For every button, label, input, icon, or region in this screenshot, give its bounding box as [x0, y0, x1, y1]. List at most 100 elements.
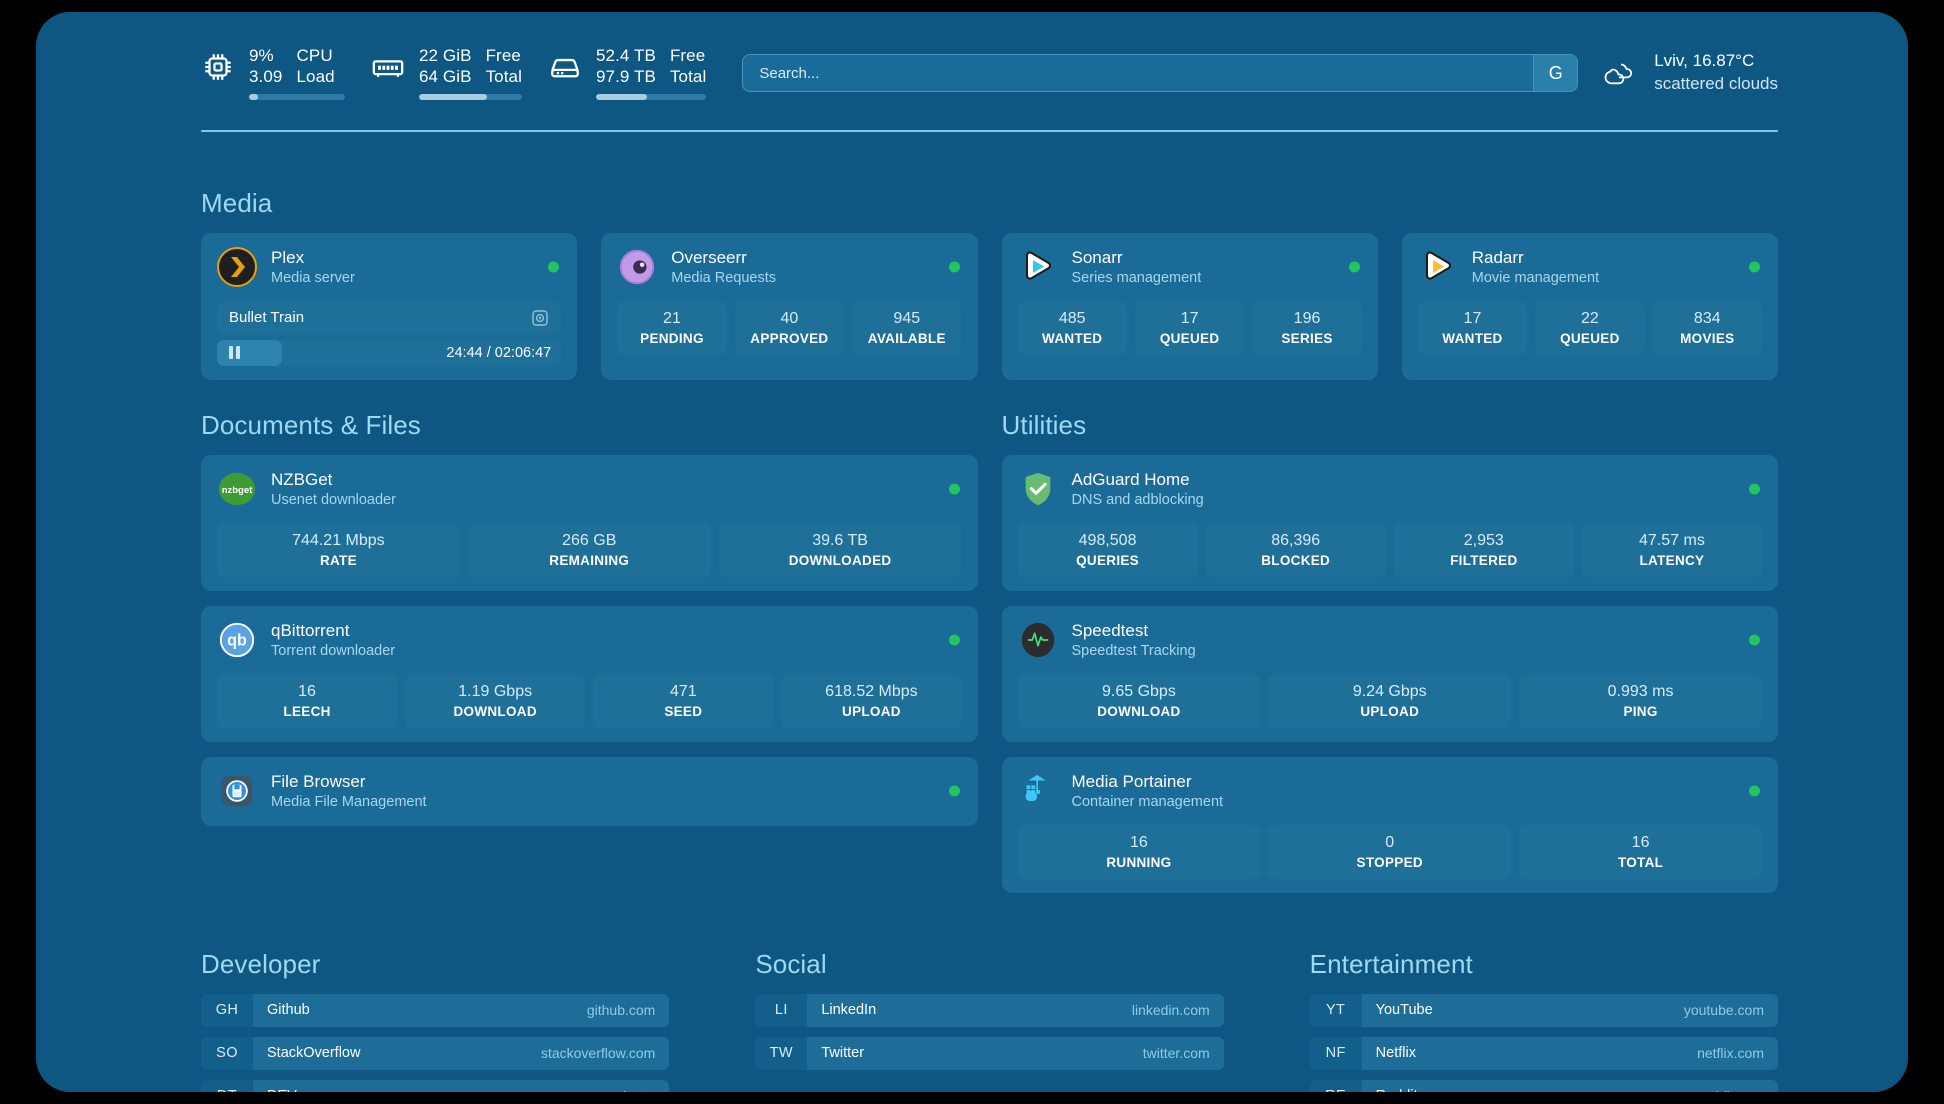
- stat-label: QUEUED: [1159, 330, 1220, 346]
- google-icon[interactable]: G: [1533, 55, 1578, 91]
- stat-label: TOTAL: [1617, 854, 1664, 870]
- memory-free-value: 22 GiB: [419, 46, 472, 66]
- stat-tile: 498,508 QUERIES: [1017, 522, 1198, 577]
- stat-value: 9.24 Gbps: [1352, 682, 1427, 700]
- bookmark-dev[interactable]: DT DEV dev.to: [201, 1079, 670, 1092]
- stat-label: QUEUED: [1560, 330, 1620, 346]
- stat-tile: 744.21 Mbps RATE: [217, 522, 460, 577]
- cpu-load-value: 3.09: [249, 66, 283, 86]
- bookmark-github[interactable]: GH Github github.com: [201, 993, 670, 1027]
- section-title-media: Media: [201, 188, 273, 218]
- cast-icon[interactable]: [531, 309, 549, 327]
- header-bar: 9% 3.09 CPU Load: [201, 42, 1778, 104]
- filebrowser-icon: [217, 771, 257, 811]
- weather-description: scattered clouds: [1654, 74, 1778, 93]
- cpu-icon: [201, 50, 235, 84]
- speedtest-icon: [1018, 620, 1058, 660]
- stat-label: MOVIES: [1680, 330, 1735, 346]
- bookmark-abbr: NF: [1309, 1036, 1362, 1070]
- memory-icon: [371, 50, 405, 84]
- bookmark-group-entertainment: Entertainment YT YouTube youtube.com NF …: [1309, 949, 1778, 1092]
- qbittorrent-icon: qb: [217, 620, 257, 660]
- progress-fill: [217, 339, 283, 366]
- service-card-speedtest[interactable]: Speedtest Speedtest Tracking 9.65 Gbps D…: [1001, 605, 1778, 742]
- bookmark-name: Twitter: [821, 1045, 865, 1062]
- svg-text:nzbget: nzbget: [222, 485, 253, 496]
- bookmark-twitter[interactable]: TW Twitter twitter.com: [755, 1036, 1224, 1070]
- scattered-clouds-icon: [1600, 55, 1640, 91]
- service-name: Speedtest: [1071, 620, 1149, 640]
- status-badge: [1348, 261, 1360, 273]
- now-playing-row: Bullet Train: [217, 301, 562, 334]
- stat-value: 0: [1385, 833, 1395, 851]
- service-name: Plex: [271, 248, 305, 267]
- stat-label: SERIES: [1281, 330, 1333, 346]
- bookmark-stackoverflow[interactable]: SO StackOverflow stackoverflow.com: [201, 1036, 670, 1070]
- stat-label: WANTED: [1042, 330, 1103, 346]
- stat-value: 16: [1130, 833, 1148, 851]
- stat-label: RUNNING: [1106, 854, 1172, 870]
- service-card-media-portainer[interactable]: Media Portainer Container management 16 …: [1001, 756, 1778, 893]
- status-badge: [1749, 785, 1760, 797]
- service-subtitle: Media server: [271, 270, 355, 287]
- cpu-usage-bar: [249, 93, 345, 100]
- stat-tile: 16 LEECH: [217, 673, 398, 728]
- stat-tile: 9.65 Gbps DOWNLOAD: [1017, 673, 1261, 728]
- disk-icon: [548, 50, 582, 84]
- service-card-overseerr[interactable]: Overseerr Media Requests 21 PENDING 40 A…: [601, 233, 978, 380]
- stat-value: 17: [1463, 309, 1482, 327]
- bookmark-name: StackOverflow: [267, 1045, 361, 1062]
- stat-label: STOPPED: [1356, 854, 1423, 870]
- bookmark-url: stackoverflow.com: [540, 1045, 656, 1062]
- bookmark-reddit[interactable]: RE Reddit reddit.com: [1309, 1079, 1778, 1092]
- section-title-social: Social: [755, 948, 827, 979]
- bookmark-abbr: LI: [755, 993, 808, 1027]
- now-playing-time: 24:44 / 02:06:47: [446, 344, 552, 361]
- system-stat-disk: 52.4 TB 97.9 TB Free Total: [548, 46, 707, 100]
- service-card-qbittorrent[interactable]: qb qBittorrent Torrent downloader: [201, 605, 978, 742]
- bookmark-url: linkedin.com: [1131, 1002, 1210, 1019]
- service-name: Overseerr: [671, 248, 747, 267]
- section-title-utilities: Utilities: [1001, 409, 1087, 440]
- bookmark-url: netflix.com: [1697, 1045, 1764, 1062]
- stat-tile: 0 STOPPED: [1268, 824, 1512, 879]
- portainer-icon: [1018, 771, 1058, 811]
- service-subtitle: Container management: [1071, 793, 1224, 810]
- status-badge: [948, 261, 960, 273]
- status-badge: [1749, 261, 1760, 273]
- bookmark-url: github.com: [586, 1002, 656, 1019]
- status-badge: [948, 483, 960, 495]
- service-card-plex[interactable]: Plex Media server Bullet Train: [201, 233, 578, 380]
- bookmark-netflix[interactable]: NF Netflix netflix.com: [1309, 1036, 1778, 1070]
- bookmark-linkedin[interactable]: LI LinkedIn linkedin.com: [755, 993, 1224, 1027]
- stat-tile: 945 AVAILABLE: [852, 300, 962, 355]
- service-card-file-browser[interactable]: File Browser Media File Management: [201, 756, 978, 826]
- stat-label: UPLOAD: [1360, 703, 1420, 719]
- service-card-adguard-home[interactable]: AdGuard Home DNS and adblocking 498,508 …: [1001, 454, 1778, 591]
- bookmark-youtube[interactable]: YT YouTube youtube.com: [1309, 993, 1778, 1027]
- stat-label: DOWNLOAD: [453, 703, 537, 719]
- stat-label: UPLOAD: [842, 703, 901, 719]
- section-title-documents: Documents & Files: [201, 409, 421, 440]
- service-card-nzbget[interactable]: nzbget NZBGet Usenet downloader 74: [201, 454, 978, 591]
- stat-label: PENDING: [640, 330, 704, 346]
- stat-tile: 86,396 BLOCKED: [1205, 522, 1386, 577]
- pause-icon[interactable]: [229, 346, 240, 360]
- svg-text:qb: qb: [227, 632, 247, 650]
- search-area: G: [742, 54, 1579, 92]
- stat-value: 0.993 ms: [1607, 682, 1674, 700]
- stat-tile: 47.57 ms LATENCY: [1581, 522, 1762, 577]
- search-input[interactable]: [743, 64, 1534, 82]
- bookmarks-area: Developer GH Github github.com SO StackO…: [201, 949, 1778, 1092]
- stat-tile: 485 WANTED: [1017, 300, 1127, 355]
- service-card-radarr[interactable]: Radarr Movie management 17 WANTED 22 QUE…: [1401, 233, 1778, 380]
- status-badge: [948, 634, 960, 646]
- service-card-sonarr[interactable]: Sonarr Series management 485 WANTED 17 Q…: [1001, 233, 1378, 380]
- bookmark-name: YouTube: [1375, 1002, 1433, 1019]
- bookmark-group-developer: Developer GH Github github.com SO StackO…: [201, 949, 670, 1092]
- stat-value: 86,396: [1271, 531, 1321, 549]
- bookmark-abbr: GH: [201, 993, 253, 1027]
- bookmark-abbr: DT: [201, 1079, 253, 1092]
- stat-value: 16: [1631, 833, 1650, 851]
- now-playing-progress[interactable]: 24:44 / 02:06:47: [217, 339, 562, 366]
